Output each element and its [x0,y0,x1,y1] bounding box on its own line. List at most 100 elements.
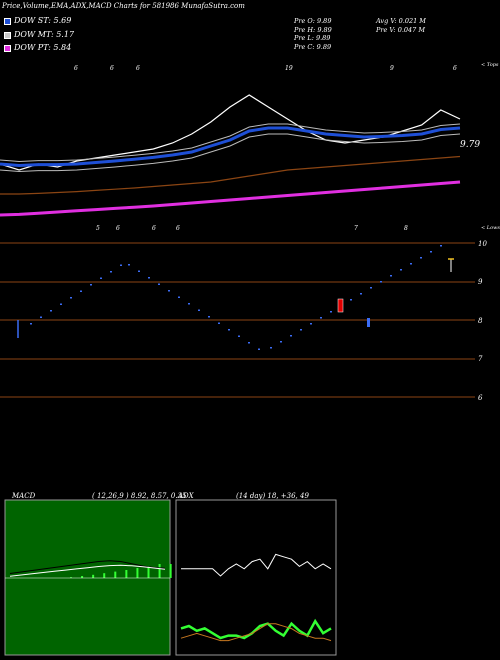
macd-hist-bar [169,564,172,578]
stat-open: Pre O: 9.89 [294,17,332,25]
bottom-date-label: 6 [152,225,156,232]
price-line-ema-mt [0,133,461,173]
volume-level-9: 9 [478,278,483,286]
stat-high: Pre H: 9.89 [294,25,332,34]
bottom-date-label: 7 [354,225,358,232]
dot-marker [218,322,220,324]
bottom-date-label: 6 [116,225,120,232]
dot-marker [228,329,230,331]
dot-marker [350,299,352,301]
dot-marker [440,245,442,247]
stats-left: Pre O: 9.89 Pre H: 9.89 Pre L: 9.89 Pre … [294,17,332,51]
volume-level-10: 10 [478,240,487,248]
volume-bar-red [337,298,344,313]
dot-marker [60,303,62,305]
dot-marker [198,309,200,311]
macd-hist-bar [147,566,150,578]
stat-close: Pre C: 9.89 [294,42,332,51]
legend-dow-pt: DOW PT: 5.84 [4,43,71,52]
dot-marker [390,275,392,277]
volume-bar-blue [367,318,370,327]
macd-hist-bar [158,564,161,578]
dot-marker [370,287,372,289]
adx-panel-bg [175,499,337,656]
macd-hist-bar [114,571,117,578]
legend-swatch-st [4,17,11,25]
dot-marker [320,317,322,319]
macd-hist-bar [81,576,84,578]
top-date-label: 6 [74,65,78,72]
dot-marker [208,316,210,318]
dot-marker [50,310,52,312]
adx-title: ADX [178,492,194,500]
legend-dow-mt: DOW MT: 5.17 [4,30,74,39]
dot-marker [30,323,32,325]
top-date-label: 6 [453,65,457,72]
top-date-label: 19 [285,65,293,72]
legend-label-st: DOW ST: 5.69 [14,16,72,25]
price-line-ema-short [0,126,461,168]
stat-low: Pre L: 9.89 [294,34,331,42]
dot-marker [100,277,102,279]
dot-marker [168,290,170,292]
macd-panel-bg [4,499,171,656]
macd-params: ( 12,26,9 ) 8.92, 8.57, 0.35 [92,492,187,500]
last-price-label: 9.79 [460,140,481,150]
volume-level-7: 7 [478,355,483,363]
legend-dow-st: DOW ST: 5.69 [4,16,71,25]
price-line-ema-mid [0,123,461,163]
stats-right: Avg V: 0.021 M Pre V: 0.047 M [376,17,426,34]
dot-marker [158,283,160,285]
macd-line-macd [9,560,166,574]
macd-title: MACD [12,492,36,500]
price-line-ema-pt [0,180,461,217]
bottom-date-label: 5 [96,225,100,232]
dot-marker [128,264,130,266]
dot-marker [310,323,312,325]
legend-swatch-mt [4,31,11,39]
dot-marker [110,271,112,273]
dot-marker [138,270,140,272]
top-date-label: 6 [110,65,114,72]
legend-swatch-pt [4,44,11,52]
dot-marker [380,281,382,283]
dot-marker [430,251,432,253]
dot-marker [280,341,282,343]
dot-marker [238,335,240,337]
macd-hist-bar [70,577,72,578]
chart-header: Price,Volume,EMA,ADX,MACD Charts for 581… [2,2,245,10]
dot-marker [300,329,302,331]
volume-level-6: 6 [478,394,483,402]
bottom-date-label: 6 [176,225,180,232]
dot-marker [178,296,180,298]
adx-line-ADX [180,623,332,642]
dot-marker [290,335,292,337]
tops-label: < Tops [481,62,499,68]
lows-label: < Lows [481,225,500,231]
top-date-label: 9 [390,65,394,72]
macd-hist-bar [92,574,95,578]
legend-label-pt: DOW PT: 5.84 [14,43,72,52]
volume-level-8: 8 [478,317,483,325]
macd-hist-bar [103,573,106,578]
dot-marker [40,316,42,318]
adx-line-+DI [181,553,332,577]
stat-pre-volume: Pre V: 0.047 M [376,25,426,34]
macd-hist-bar [136,568,139,578]
dot-marker [400,269,402,271]
bottom-date-label: 8 [404,225,408,232]
price-line-ema-long [0,155,461,195]
dot-marker [248,342,250,344]
dot-marker [70,297,72,299]
macd-hist-bar [125,570,128,578]
dot-marker [258,348,260,350]
dot-marker [270,347,272,349]
legend-label-mt: DOW MT: 5.17 [14,30,75,39]
top-date-label: 6 [136,65,140,72]
adx-line--DI [180,618,332,640]
dot-marker [120,264,122,266]
dot-marker [420,257,422,259]
macd-line-signal [9,564,166,577]
dot-marker [90,284,92,286]
adx-params: (14 day) 18, +36, 49 [236,492,309,500]
